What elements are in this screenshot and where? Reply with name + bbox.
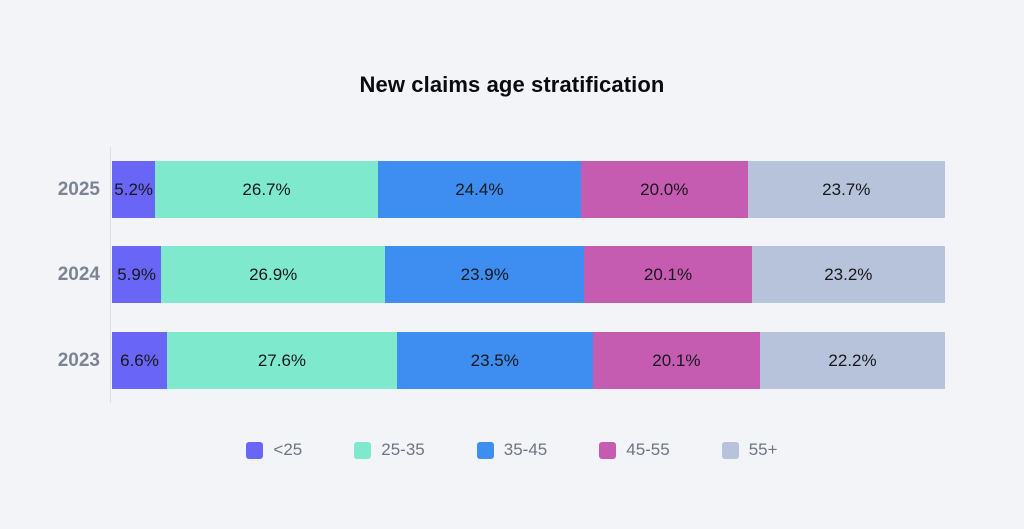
category-label: 2025 <box>57 179 100 200</box>
bar-segment[interactable]: 20.1% <box>584 246 752 303</box>
bar-segment[interactable]: 26.9% <box>161 246 386 303</box>
bar-segment[interactable]: 22.2% <box>760 332 945 389</box>
category-label: 2023 <box>57 350 100 371</box>
bar-segment[interactable]: 23.2% <box>751 246 945 303</box>
segment-value-label: 23.7% <box>822 179 871 199</box>
bar-segment[interactable]: 24.4% <box>377 161 581 218</box>
bar-row: 2023 6.6% 27.6% 23.5% 20.1% 22.2% <box>0 332 1024 389</box>
legend-swatch <box>354 441 372 459</box>
legend-swatch <box>721 441 739 459</box>
legend-item-45-55[interactable]: 45-55 <box>599 440 670 460</box>
segment-value-label: 24.4% <box>455 179 504 199</box>
bar-segment[interactable]: 5.9% <box>112 246 162 303</box>
legend-label: 35-45 <box>503 440 548 459</box>
legend-item-55-plus[interactable]: 55+ <box>721 440 778 460</box>
legend-item-under-25[interactable]: <25 <box>246 440 302 460</box>
bar-segment[interactable]: 23.5% <box>396 332 593 389</box>
segment-value-label: 26.9% <box>249 264 298 284</box>
legend: <25 25-35 35-45 45-55 55+ <box>0 440 1024 460</box>
segment-value-label: 20.1% <box>652 350 701 370</box>
legend-label: 55+ <box>748 440 778 459</box>
legend-swatch <box>599 441 617 459</box>
segment-value-label: 20.0% <box>640 179 689 199</box>
segment-value-label: 27.6% <box>257 350 307 370</box>
bar-track: 5.2% 26.7% 24.4% 20.0% 23.7% <box>112 161 945 218</box>
category-label: 2024 <box>57 264 100 285</box>
bar-row: 2024 5.9% 26.9% 23.9% 20.1% 23.2% <box>0 246 1024 303</box>
bar-track: 6.6% 27.6% 23.5% 20.1% 22.2% <box>112 332 945 389</box>
segment-value-label: 5.9% <box>117 264 156 284</box>
category-axis-line <box>110 147 111 403</box>
legend-label: 45-55 <box>626 440 670 459</box>
legend-item-25-35[interactable]: 25-35 <box>354 440 425 460</box>
bar-segment[interactable]: 26.7% <box>155 161 378 218</box>
chart-title: New claims age stratification <box>359 72 665 97</box>
bar-segment[interactable]: 6.6% <box>112 332 167 389</box>
bar-track: 5.9% 26.9% 23.9% 20.1% 23.2% <box>112 246 945 303</box>
segment-value-label: 23.9% <box>460 264 509 284</box>
segment-value-label: 22.2% <box>828 350 877 370</box>
legend-item-35-45[interactable]: 35-45 <box>476 440 548 460</box>
bar-segment[interactable]: 27.6% <box>166 332 397 389</box>
segment-value-label: 20.1% <box>643 264 693 284</box>
legend-swatch <box>246 441 264 459</box>
bar-segment[interactable]: 20.1% <box>592 332 761 389</box>
segment-value-label: 26.7% <box>242 179 291 199</box>
bar-segment[interactable]: 5.2% <box>112 161 156 218</box>
segment-value-label: 23.2% <box>824 264 873 284</box>
segment-value-label: 5.2% <box>114 179 154 199</box>
legend-swatch <box>476 441 494 459</box>
legend-label: 25-35 <box>381 440 425 459</box>
bar-row: 2025 5.2% 26.7% 24.4% 20.0% 23.7% <box>0 161 1024 218</box>
bar-segment[interactable]: 23.7% <box>747 161 945 218</box>
segment-value-label: 6.6% <box>120 350 159 370</box>
legend-label: <25 <box>273 440 303 459</box>
bar-segment[interactable]: 20.0% <box>580 161 748 218</box>
bar-segment[interactable]: 23.9% <box>385 246 585 303</box>
segment-value-label: 23.5% <box>470 350 519 370</box>
